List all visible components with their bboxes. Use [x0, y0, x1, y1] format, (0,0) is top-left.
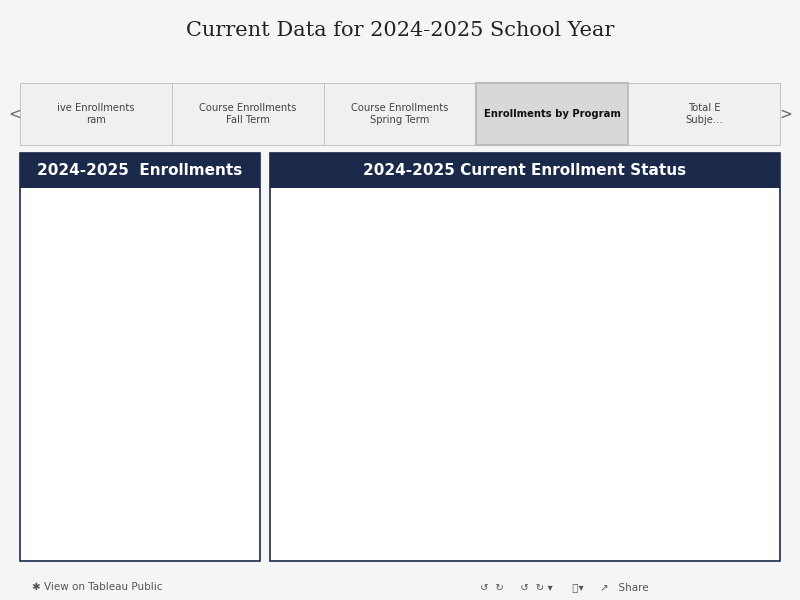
Text: Supplement..: Supplement..: [692, 183, 775, 196]
Bar: [519, 500, 532, 528]
Text: 803: 803: [507, 449, 517, 468]
Text: 2024-2025 Current Enrollment Status: 2024-2025 Current Enrollment Status: [363, 163, 686, 178]
Text: 9,461: 9,461: [60, 238, 94, 251]
Text: 180: 180: [430, 493, 441, 511]
Text: 1,806: 1,806: [326, 370, 337, 398]
Text: 391: 391: [521, 478, 530, 497]
Bar: [402, 505, 414, 528]
Bar: [506, 472, 518, 528]
Bar: [57, 257, 97, 528]
Text: 923: 923: [638, 441, 648, 460]
Text: 3,807: 3,807: [299, 230, 309, 257]
Text: FlexED: FlexED: [608, 183, 651, 196]
Text: Course Enrollments
Fall Term: Course Enrollments Fall Term: [199, 103, 297, 125]
Text: ↺  ↻     ↺  ↻ ▾      ⬜▾     ↗   Share: ↺ ↻ ↺ ↻ ▾ ⬜▾ ↗ Share: [480, 582, 649, 592]
Bar: [741, 422, 754, 528]
Bar: [727, 430, 740, 528]
Bar: [191, 389, 231, 528]
Bar: [637, 463, 650, 528]
Text: <: <: [8, 106, 21, 121]
Bar: [298, 262, 310, 528]
Bar: [415, 518, 428, 528]
Text: 327: 327: [403, 482, 413, 501]
Text: Course Enrollments
Spring Term: Course Enrollments Spring Term: [351, 103, 449, 125]
Text: 2,912: 2,912: [714, 292, 725, 320]
Text: 689: 689: [625, 457, 634, 476]
Bar: [311, 388, 324, 528]
Text: AP: AP: [414, 183, 430, 196]
Text: 1,511: 1,511: [742, 391, 752, 418]
Bar: [533, 499, 546, 528]
Text: 1,401: 1,401: [729, 398, 738, 426]
Bar: [326, 401, 338, 528]
Bar: [124, 395, 164, 528]
Text: 4,832: 4,832: [194, 371, 228, 384]
Text: 412: 412: [534, 477, 544, 495]
Text: ive Enrollments
ram: ive Enrollments ram: [58, 103, 134, 125]
Text: >: >: [779, 106, 792, 121]
Text: Total E
Subje…: Total E Subje…: [685, 103, 723, 125]
Text: 4,629: 4,629: [127, 377, 161, 389]
Text: Current Data for 2024-2025 School Year: Current Data for 2024-2025 School Year: [186, 21, 614, 40]
Bar: [623, 480, 636, 528]
Bar: [714, 324, 726, 528]
Text: Academy: Academy: [289, 183, 347, 196]
Text: Dual Credit: Dual Credit: [490, 183, 561, 196]
Bar: [430, 515, 442, 528]
Bar: [610, 415, 622, 528]
Text: Enrollments by Program: Enrollments by Program: [483, 109, 621, 119]
Text: ✱ View on Tableau Public: ✱ View on Tableau Public: [32, 582, 162, 592]
Text: 1,612: 1,612: [610, 383, 621, 411]
Text: 2,001: 2,001: [313, 356, 322, 384]
Text: 147: 147: [417, 496, 426, 514]
Text: 2024-2025  Enrollments: 2024-2025 Enrollments: [38, 163, 242, 178]
